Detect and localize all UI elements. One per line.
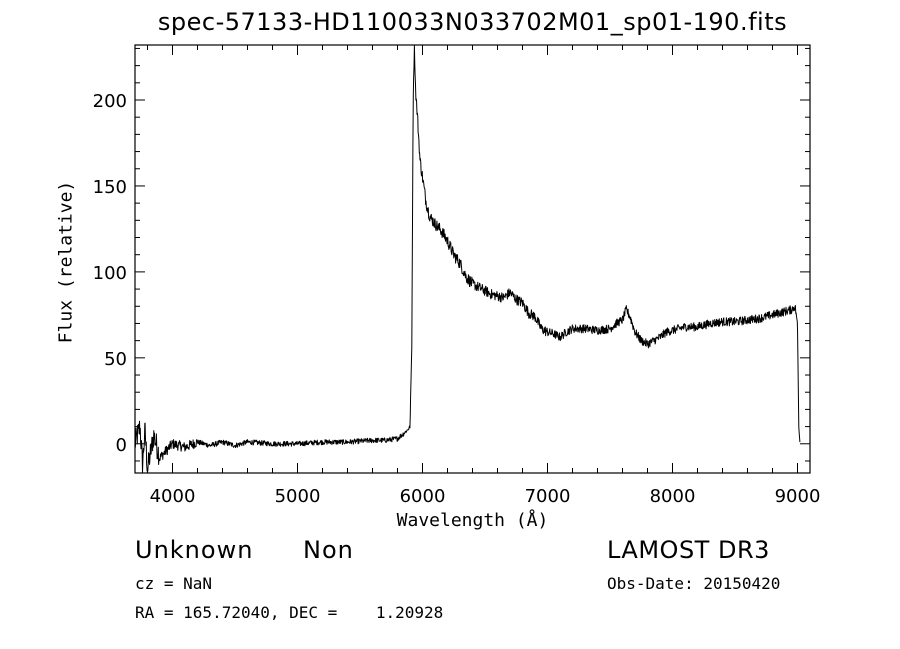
x-tick-label: 9000 <box>775 486 821 507</box>
y-tick-label: 50 <box>104 349 127 370</box>
plot-frame <box>134 44 811 474</box>
axis-ticks <box>135 45 810 473</box>
spectrum-line <box>134 44 801 474</box>
x-tick-label: 6000 <box>400 486 446 507</box>
chart-title: spec-57133-HD110033N033702M01_sp01-190.f… <box>157 8 788 36</box>
y-tick-label: 200 <box>93 91 127 112</box>
survey-name: LAMOST DR3 <box>607 536 770 564</box>
y-axis-label: Flux (relative) <box>55 180 77 344</box>
x-tick-label: 7000 <box>525 486 571 507</box>
x-tick-label: 8000 <box>650 486 696 507</box>
object-subclass: Non <box>303 536 354 564</box>
object-class: Unknown <box>135 536 254 564</box>
axis-tick-labels: 4000 5000 6000 7000 8000 9000 0 50 100 150 200 <box>93 91 821 507</box>
x-tick-label: 5000 <box>275 486 321 507</box>
y-tick-label: 150 <box>93 177 127 198</box>
redshift-cz: cz = NaN <box>135 574 213 593</box>
y-tick-label: 100 <box>93 263 127 284</box>
ra-dec-coordinates: RA = 165.72040, DEC = 1.20928 <box>135 603 444 622</box>
x-tick-label: 4000 <box>150 486 196 507</box>
y-tick-label: 0 <box>116 435 127 456</box>
observation-date: Obs-Date: 20150420 <box>607 574 781 593</box>
x-axis-label: Wavelength (Å) <box>396 510 549 531</box>
